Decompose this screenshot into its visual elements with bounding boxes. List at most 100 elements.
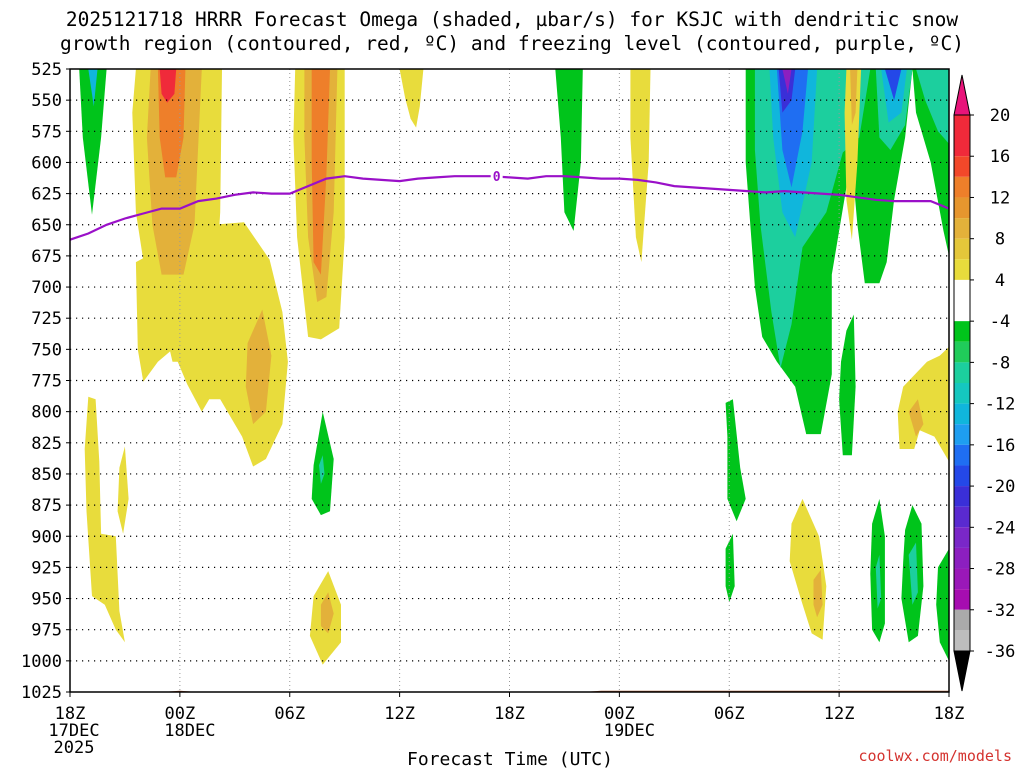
x-tick-label-3-0: 12Z xyxy=(384,704,415,724)
colorbar-bin-5 xyxy=(954,238,970,260)
freezing-label-bg xyxy=(490,168,503,183)
omega-region-34 xyxy=(897,346,949,462)
colorbar-label--4: -4 xyxy=(990,312,1010,332)
colorbar-bin-13 xyxy=(954,424,970,445)
colorbar-bin-15 xyxy=(954,465,970,487)
y-tick-label-850: 850 xyxy=(31,465,62,485)
colorbar-label-8: 8 xyxy=(995,230,1005,250)
x-tick-label-0-2: 2025 xyxy=(54,738,95,758)
omega-region-37 xyxy=(725,533,735,603)
colorbar-frame xyxy=(953,114,971,652)
title-line-2: growth region (contoured, red, ºC) and f… xyxy=(60,32,964,55)
x-tick-label-4-0: 18Z xyxy=(494,704,525,724)
omega-region-32 xyxy=(850,69,858,126)
omega-region-43 xyxy=(908,542,918,605)
y-tick-label-550: 550 xyxy=(31,91,62,111)
colorbar-label-12: 12 xyxy=(990,188,1010,208)
colorbar-label--16: -16 xyxy=(985,436,1016,456)
omega-region-6 xyxy=(159,69,177,103)
colorbar-bin-11 xyxy=(954,383,970,404)
colorbar-bin-2 xyxy=(954,176,970,198)
x-tick-label-0-1: 17DEC xyxy=(48,721,99,741)
omega-region-24 xyxy=(778,69,796,113)
omega-region-36 xyxy=(725,399,746,522)
colorbar-bin-21 xyxy=(954,589,970,610)
grid-layer xyxy=(70,69,949,692)
colorbar-bin-18 xyxy=(954,527,970,548)
colorbar-label-16: 16 xyxy=(990,147,1010,167)
colorbar-label--32: -32 xyxy=(985,601,1016,621)
y-tick-label-900: 900 xyxy=(31,527,62,547)
colorbar-bin-4 xyxy=(954,218,970,239)
omega-region-17 xyxy=(399,69,424,128)
omega-region-28 xyxy=(884,69,902,101)
colorbar-bin-3 xyxy=(954,197,970,219)
x-axis-label: Forecast Time (UTC) xyxy=(407,749,613,768)
y-tick-label-875: 875 xyxy=(31,496,62,516)
colorbar-bin-1 xyxy=(954,156,970,177)
y-tick-label-600: 600 xyxy=(31,153,62,173)
colorbar-label--8: -8 xyxy=(990,353,1010,373)
omega-region-44 xyxy=(936,548,949,661)
omega-region-18 xyxy=(555,69,583,231)
colorbar-bin-16 xyxy=(954,486,970,507)
y-tick-label-775: 775 xyxy=(31,372,62,392)
colorbar-bottom-arrow xyxy=(953,650,971,692)
omega-region-25 xyxy=(782,69,792,94)
y-tick-label-525: 525 xyxy=(31,60,62,80)
y-tick-label-950: 950 xyxy=(31,590,62,610)
x-tick-label-0-0: 18Z xyxy=(55,704,86,724)
omega-region-41 xyxy=(875,554,882,609)
title-line-1: 2025121718 HRRR Forecast Omega (shaded, … xyxy=(65,8,959,31)
x-tick-label-5-1: 19DEC xyxy=(604,721,655,741)
x-tick-label-5-0: 00Z xyxy=(604,704,635,724)
colorbar-label--24: -24 xyxy=(985,518,1016,538)
freezing-level-line xyxy=(70,175,949,241)
omega-region-7 xyxy=(245,309,272,425)
y-tick-label-675: 675 xyxy=(31,247,62,267)
y-tick-label-700: 700 xyxy=(31,278,62,298)
y-tick-label-625: 625 xyxy=(31,185,62,205)
credit-text: coolwx.com/models xyxy=(858,747,1012,765)
colorbar-bin-12 xyxy=(954,403,970,425)
freezing-level-label: 0 xyxy=(493,170,501,185)
y-tick-label-1025: 1025 xyxy=(21,683,62,703)
freezing-level-layer: 0 xyxy=(70,168,949,241)
omega-region-10 xyxy=(311,69,330,275)
colorbar-label--28: -28 xyxy=(985,560,1016,580)
x-tick-label-7-0: 12Z xyxy=(824,704,855,724)
omega-region-38 xyxy=(789,498,827,640)
omega-shading-layer xyxy=(79,69,949,665)
colorbar-bin-7 xyxy=(954,279,970,322)
colorbar-bin-19 xyxy=(954,547,970,569)
x-tick-label-6-0: 06Z xyxy=(714,704,745,724)
colorbar-bin-17 xyxy=(954,506,970,528)
omega-region-14 xyxy=(117,446,129,534)
colorbar: 20 16 12 8 4 -4 -8 -12 -16 -20 -24 -28 -32 -36 xyxy=(953,74,1016,692)
y-tick-label-750: 750 xyxy=(31,340,62,360)
colorbar-top-arrow xyxy=(953,74,971,116)
colorbar-label--12: -12 xyxy=(985,395,1016,415)
colorbar-bin-14 xyxy=(954,444,970,466)
omega-region-35 xyxy=(908,399,924,437)
omega-region-13 xyxy=(84,396,125,643)
omega-region-16 xyxy=(320,592,334,634)
colorbar-bin-8 xyxy=(954,321,970,342)
omega-region-12 xyxy=(319,455,325,484)
omega-region-1 xyxy=(88,69,98,107)
omega-region-19 xyxy=(630,69,651,263)
y-tick-label-800: 800 xyxy=(31,403,62,423)
colorbar-bin-23 xyxy=(954,630,970,651)
colorbar-bin-10 xyxy=(954,362,970,383)
colorbar-bin-22 xyxy=(954,609,970,631)
colorbar-label-4: 4 xyxy=(995,271,1005,291)
colorbar-bin-9 xyxy=(954,341,970,363)
omega-region-39 xyxy=(813,569,823,618)
colorbar-bin-0 xyxy=(954,115,970,157)
omega-region-33 xyxy=(839,314,856,456)
y-tick-label-725: 725 xyxy=(31,309,62,329)
x-tick-label-8-0: 18Z xyxy=(934,704,965,724)
y-tick-label-975: 975 xyxy=(31,621,62,641)
